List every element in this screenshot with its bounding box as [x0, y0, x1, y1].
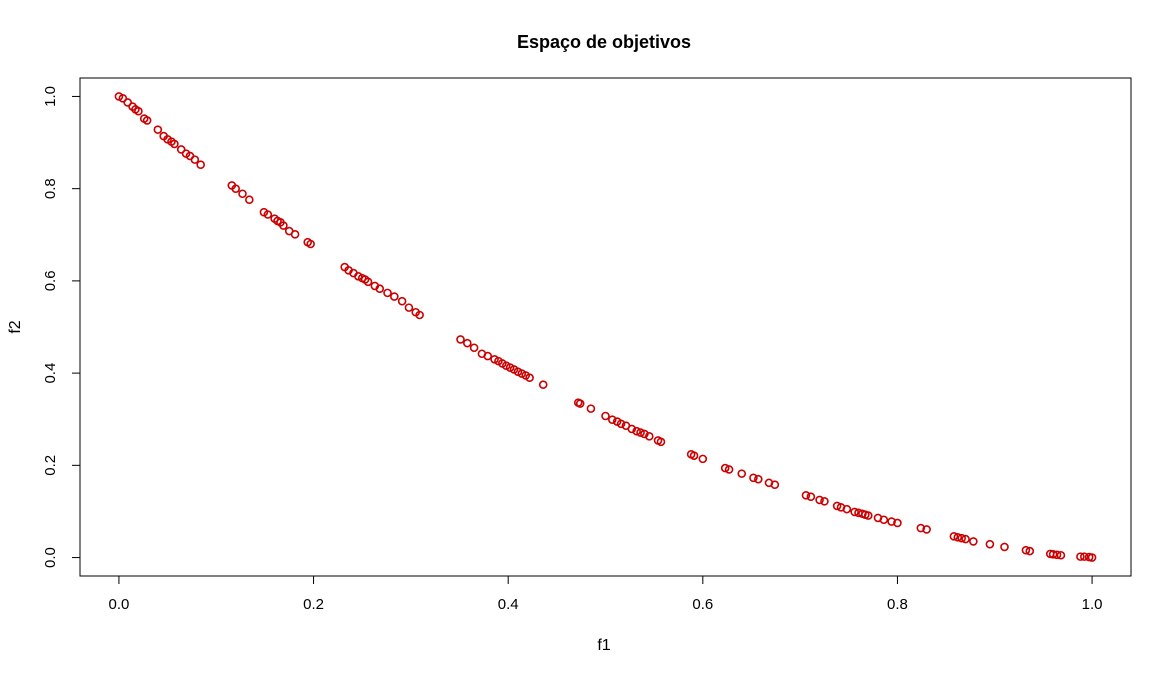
y-tick-label: 0.2: [42, 455, 59, 476]
data-point: [985, 539, 995, 549]
x-axis-label: f1: [597, 637, 610, 654]
y-axis: 0.0 0.2 0.4 0.6 0.8 1.0: [42, 86, 81, 568]
data-point: [1025, 546, 1035, 556]
data-point: [134, 106, 143, 116]
data-point: [842, 504, 852, 514]
data-point: [689, 451, 699, 460]
data-point: [916, 523, 926, 533]
data-point: [1052, 550, 1062, 560]
data-point: [815, 495, 824, 505]
data-point: [123, 98, 132, 107]
x-tick-label: 1.0: [1082, 596, 1103, 613]
data-point: [724, 465, 734, 474]
data-point: [290, 230, 300, 239]
data-point: [640, 429, 649, 439]
chart-title: Espaço de objetivos: [517, 32, 691, 52]
data-point: [231, 184, 241, 193]
data-point: [245, 195, 254, 205]
data-points: [114, 92, 1097, 562]
y-tick-label: 0.6: [42, 270, 59, 291]
data-point: [375, 284, 385, 294]
data-point: [383, 288, 392, 298]
data-point: [887, 517, 896, 526]
data-point: [698, 454, 708, 464]
data-point: [525, 373, 534, 383]
data-point: [397, 296, 407, 306]
data-point: [1056, 550, 1066, 560]
data-point: [801, 491, 811, 500]
x-tick-label: 0.2: [303, 596, 324, 613]
data-point: [863, 511, 873, 520]
data-point: [953, 532, 963, 542]
data-point: [1000, 542, 1009, 552]
data-point: [279, 221, 288, 230]
data-point: [616, 419, 626, 429]
data-point: [636, 428, 645, 437]
data-point: [753, 474, 763, 484]
data-point: [575, 399, 585, 408]
data-point: [238, 189, 247, 199]
data-point: [1021, 545, 1031, 555]
data-point: [656, 437, 666, 447]
y-tick-label: 1.0: [42, 86, 59, 107]
data-point: [190, 155, 200, 164]
data-point: [363, 277, 373, 287]
y-tick-label: 0.0: [42, 547, 59, 568]
data-point: [463, 338, 472, 348]
data-point: [1087, 553, 1097, 562]
data-point: [601, 411, 610, 421]
data-point: [586, 404, 596, 413]
data-point: [608, 415, 617, 424]
data-point: [720, 463, 730, 473]
data-point: [627, 424, 637, 434]
data-point: [306, 239, 315, 249]
data-point: [483, 351, 493, 361]
data-point: [1048, 550, 1058, 559]
data-point: [969, 537, 978, 546]
data-point: [170, 139, 179, 149]
data-point: [850, 507, 859, 517]
data-point: [961, 534, 970, 544]
data-point: [949, 532, 959, 541]
x-axis: 0.0 0.2 0.4 0.6 0.8 1.0: [108, 575, 1103, 613]
data-point: [957, 533, 966, 543]
data-point: [404, 303, 414, 312]
data-point: [749, 473, 758, 483]
data-point: [415, 310, 424, 320]
data-point: [644, 431, 654, 441]
data-point: [1079, 552, 1089, 561]
data-point: [263, 210, 273, 219]
x-tick-label: 0.0: [108, 596, 129, 613]
data-point: [176, 145, 186, 154]
data-point: [820, 496, 829, 506]
y-tick-label: 0.4: [42, 363, 59, 384]
data-point: [832, 501, 842, 511]
plot-frame: [79, 77, 1132, 577]
data-point: [538, 380, 548, 389]
y-tick-label: 0.8: [42, 178, 59, 199]
data-point: [469, 343, 479, 353]
data-point: [142, 116, 152, 125]
data-point: [1076, 552, 1085, 561]
data-point: [456, 335, 465, 344]
data-point: [390, 292, 399, 301]
data-point: [879, 515, 889, 525]
data-point: [922, 525, 931, 534]
data-point: [737, 469, 747, 478]
data-point: [118, 93, 128, 103]
data-point: [770, 480, 780, 490]
data-point: [632, 426, 641, 436]
data-point: [153, 125, 163, 134]
data-point: [806, 492, 816, 501]
x-tick-label: 0.4: [498, 596, 519, 613]
x-tick-label: 0.6: [692, 596, 713, 613]
y-axis-label: f2: [7, 320, 24, 333]
data-point: [893, 518, 902, 528]
data-point: [196, 160, 205, 169]
x-tick-label: 0.8: [887, 596, 908, 613]
